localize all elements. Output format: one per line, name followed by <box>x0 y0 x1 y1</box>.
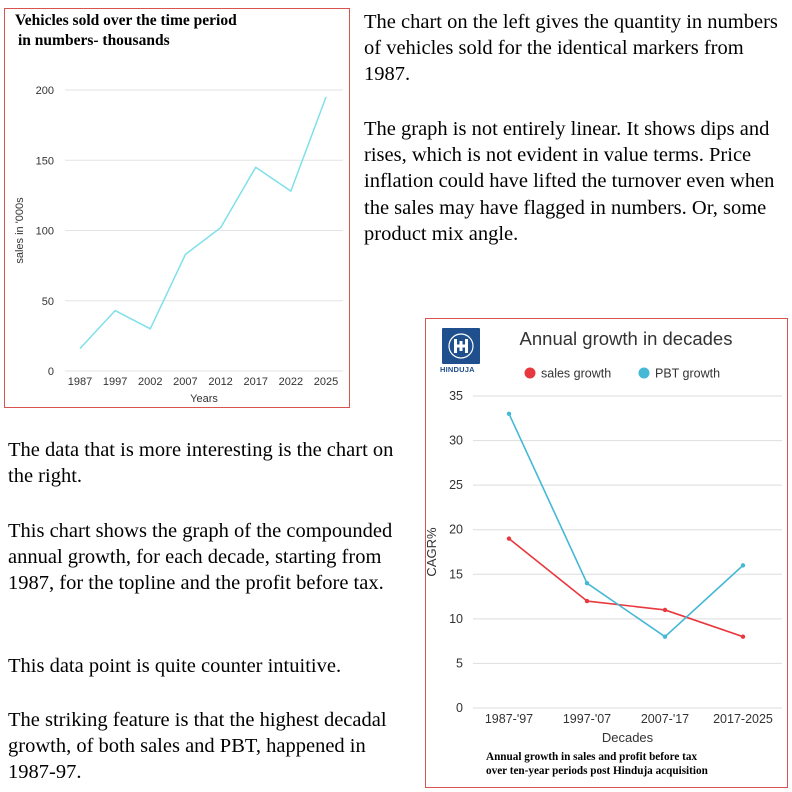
data-point-PBT-growth-3 <box>740 563 746 568</box>
paragraph-cagr-explanation: This chart shows the graph of the compou… <box>8 520 393 595</box>
y-tick-label-15: 15 <box>449 567 463 581</box>
legend-label-sales-growth: sales growth <box>541 367 611 381</box>
x-tick-label-0: 1987-'97 <box>485 712 533 726</box>
y-axis-label: sales in '000s <box>14 197 26 264</box>
x-tick-label-4: 2012 <box>208 376 232 388</box>
legend-label-PBT-growth: PBT growth <box>655 367 720 381</box>
y-tick-label-35: 35 <box>449 389 463 403</box>
y-tick-label-25: 25 <box>449 478 463 492</box>
chart-caption: Annual growth in sales and profit before… <box>486 750 786 778</box>
x-tick-label-1: 1997 <box>103 376 127 388</box>
legend-marker-sales-growth <box>524 367 536 379</box>
series-line-sales <box>79 96 327 350</box>
series-line-sales-growth <box>508 538 744 638</box>
data-point-sales-growth-0 <box>506 536 512 541</box>
x-tick-label-1: 1997-'07 <box>563 712 611 726</box>
x-tick-label-6: 2022 <box>279 376 303 388</box>
x-tick-label-3: 2017-2025 <box>713 712 773 726</box>
data-point-PBT-growth-2 <box>662 634 668 639</box>
annual-growth-plot: Annual growth in decades 0 5 10 15 20 25 30 35 19… <box>424 328 782 745</box>
hinduja-logo <box>442 328 480 364</box>
legend-marker-PBT-growth <box>638 367 650 379</box>
vehicles-sold-plot: 0 50 100 150 200 1987 1997 2002 2007 2012 2017 2022… <box>14 85 343 405</box>
y-tick-label-0: 0 <box>456 701 463 715</box>
hinduja-logo-mark <box>448 333 474 359</box>
paragraph-counter-intuitive: This data point is quite counter intuiti… <box>8 655 342 677</box>
x-axis-label: Decades <box>602 730 654 745</box>
data-point-sales-growth-3 <box>740 634 746 639</box>
data-point-sales-growth-1 <box>584 598 590 604</box>
paragraph-more-interesting: The data that is more interesting is the… <box>8 439 394 488</box>
caption-line2: over ten-year periods post Hinduja acqui… <box>486 765 708 777</box>
y-tick-label-150: 150 <box>36 155 54 167</box>
logo-text: HINDUJA <box>440 365 475 374</box>
paragraph-striking-feature: The striking feature is that the highest… <box>8 709 387 784</box>
left-chart-title: Vehicles sold over the time period in nu… <box>15 11 237 51</box>
y-tick-label-10: 10 <box>449 612 463 626</box>
x-tick-label-3: 2007 <box>173 376 197 388</box>
x-tick-label-2: 2007-'17 <box>641 712 689 726</box>
y-tick-label-20: 20 <box>449 523 463 537</box>
caption-line1: Annual growth in sales and profit before… <box>486 751 698 763</box>
data-point-sales-growth-2 <box>662 607 668 613</box>
data-point-PBT-growth-1 <box>584 581 590 586</box>
data-point-PBT-growth-0 <box>506 411 512 417</box>
x-tick-label-5: 2017 <box>243 376 267 388</box>
y-tick-label-200: 200 <box>36 85 54 97</box>
paragraph-chart-left-description: The chart on the left gives the quantity… <box>364 11 778 86</box>
y-tick-label-30: 30 <box>449 434 463 448</box>
y-axis-label: CAGR% <box>424 527 439 577</box>
y-tick-label-50: 50 <box>42 296 54 308</box>
annual-growth-chart: HINDUJA Annual growth in decades 0 5 10 15 20… <box>424 318 788 788</box>
left-chart-title-line1: Vehicles sold over the time period <box>15 12 237 29</box>
y-tick-label-0: 0 <box>48 366 54 378</box>
y-tick-label-100: 100 <box>36 226 54 238</box>
x-tick-label-0: 1987 <box>68 376 92 388</box>
x-axis-label: Years <box>190 393 218 405</box>
series-line-PBT-growth <box>508 413 744 638</box>
right-chart-title: Annual growth in decades <box>520 328 733 349</box>
vehicles-sold-chart: Vehicles sold over the time period in nu… <box>4 8 350 408</box>
paragraph-graph-not-linear: The graph is not entirely linear. It sho… <box>364 118 775 245</box>
y-tick-label-5: 5 <box>456 656 463 670</box>
x-tick-label-2: 2002 <box>138 376 162 388</box>
x-tick-label-7: 2025 <box>314 376 338 388</box>
left-chart-title-line2: in numbers- thousands <box>18 32 170 49</box>
